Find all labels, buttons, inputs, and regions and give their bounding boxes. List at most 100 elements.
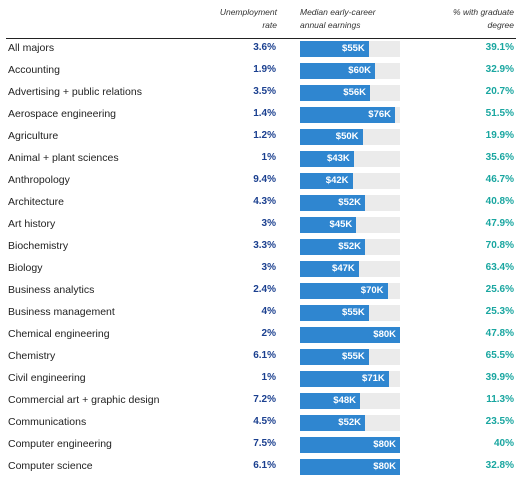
table-row: Computer science 6.1% $80K 32.8% [0,456,522,478]
graduate-degree-value: 70.8% [485,240,514,251]
earnings-bar-track: $45K [300,217,400,233]
header-graduate-line1: % with graduate [453,7,514,17]
earnings-bar-track: $80K [300,437,400,453]
unemployment-value: 1.9% [253,64,276,75]
table-row: Computer engineering 7.5% $80K 40% [0,434,522,456]
table-row: Commercial art + graphic design 7.2% $48K 1… [0,390,522,412]
major-label: Biochemistry [8,240,69,252]
earnings-bar: $55K [300,349,369,365]
graduate-degree-value: 40% [493,438,514,449]
earnings-bar: $76K [300,107,395,123]
earnings-bar: $48K [300,393,360,409]
earnings-label: $45K [329,219,353,230]
earnings-bar-track: $55K [300,305,400,321]
graduate-degree-value: 25.6% [485,284,514,295]
header-unemployment-line2: rate [262,20,277,30]
graduate-degree-value: 19.9% [485,130,514,141]
earnings-label: $52K [338,241,361,252]
earnings-label: $47K [332,263,355,274]
earnings-bar: $50K [300,129,363,145]
earnings-bar-track: $80K [300,459,400,475]
unemployment-value: 3% [261,262,276,273]
earnings-label: $56K [343,87,366,98]
earnings-bar: $56K [300,85,370,101]
earnings-bar-track: $48K [300,393,400,409]
major-label: Animal + plant sciences [8,152,119,164]
table-row: Biology 3% $47K 63.4% [0,258,522,280]
earnings-label: $80K [373,329,396,340]
graduate-degree-value: 47.9% [485,218,514,229]
table-row: Anthropology 9.4% $42K 46.7% [0,170,522,192]
graduate-degree-value: 35.6% [485,152,514,163]
unemployment-value: 6.1% [253,350,276,361]
header-graduate: % with graduate degree [420,6,514,32]
unemployment-value: 7.5% [253,438,276,449]
earnings-bar-track: $50K [300,129,400,145]
table-row: Business analytics 2.4% $70K 25.6% [0,280,522,302]
earnings-bar-track: $80K [300,327,400,343]
earnings-bar: $80K [300,327,400,343]
unemployment-value: 2.4% [253,284,276,295]
table-row: Chemistry 6.1% $55K 65.5% [0,346,522,368]
earnings-label: $43K [327,153,350,164]
earnings-bar-track: $42K [300,173,400,189]
graduate-degree-value: 65.5% [485,350,514,361]
table-row: Agriculture 1.2% $50K 19.9% [0,126,522,148]
unemployment-value: 3.5% [253,86,276,97]
major-label: Business analytics [8,284,95,296]
major-label: Biology [8,262,43,274]
earnings-bar: $80K [300,437,400,453]
major-label: All majors [8,42,55,54]
header-unemployment-line1: Unemployment [219,7,277,17]
major-label: Computer science [8,460,93,472]
graduate-degree-value: 32.8% [485,460,514,471]
graduate-degree-value: 51.5% [485,108,514,119]
earnings-label: $55K [342,351,365,362]
earnings-bar: $55K [300,41,369,57]
earnings-label: $48K [333,395,356,406]
graduate-degree-value: 11.3% [486,394,514,405]
unemployment-value: 1.4% [253,108,276,119]
earnings-bar-track: $60K [300,63,400,79]
graduate-degree-value: 32.9% [485,64,514,75]
earnings-bar: $43K [300,151,354,167]
unemployment-value: 3% [261,218,276,229]
earnings-bar-track: $55K [300,349,400,365]
major-label: Chemical engineering [8,328,110,340]
header-unemployment: Unemployment rate [205,6,277,32]
earnings-bar: $52K [300,415,365,431]
header-earnings-line1: Median early-career [300,7,376,17]
earnings-bar: $71K [300,371,389,387]
table-row: Animal + plant sciences 1% $43K 35.6% [0,148,522,170]
earnings-label: $71K [362,373,385,384]
earnings-label: $76K [368,109,391,120]
earnings-bar-track: $52K [300,195,400,211]
table-row: Civil engineering 1% $71K 39.9% [0,368,522,390]
graduate-degree-value: 40.8% [485,196,514,207]
earnings-label: $55K [342,307,365,318]
table-row: All majors 3.6% $55K 39.1% [0,38,522,60]
unemployment-value: 7.2% [253,394,276,405]
major-label: Communications [8,416,87,428]
earnings-bar: $60K [300,63,375,79]
earnings-bar: $52K [300,195,365,211]
major-label: Chemistry [8,350,56,362]
graduate-degree-value: 20.7% [485,86,514,97]
unemployment-value: 1% [261,152,276,163]
table-row: Biochemistry 3.3% $52K 70.8% [0,236,522,258]
major-label: Agriculture [8,130,59,142]
earnings-label: $42K [325,175,349,186]
header-earnings: Median early-career annual earnings [300,6,420,32]
unemployment-value: 4.3% [253,196,276,207]
unemployment-value: 1.2% [253,130,276,141]
major-label: Advertising + public relations [8,86,142,98]
unemployment-value: 4% [261,306,276,317]
earnings-bar: $45K [300,217,357,233]
graduate-degree-value: 47.8% [485,328,514,339]
graduate-degree-value: 25.3% [485,306,514,317]
table-row: Advertising + public relations 3.5% $56K 20… [0,82,522,104]
earnings-bar: $52K [300,239,365,255]
earnings-label: $80K [373,461,396,472]
earnings-bar: $42K [300,173,353,189]
table-row: Aerospace engineering 1.4% $76K 51.5% [0,104,522,126]
